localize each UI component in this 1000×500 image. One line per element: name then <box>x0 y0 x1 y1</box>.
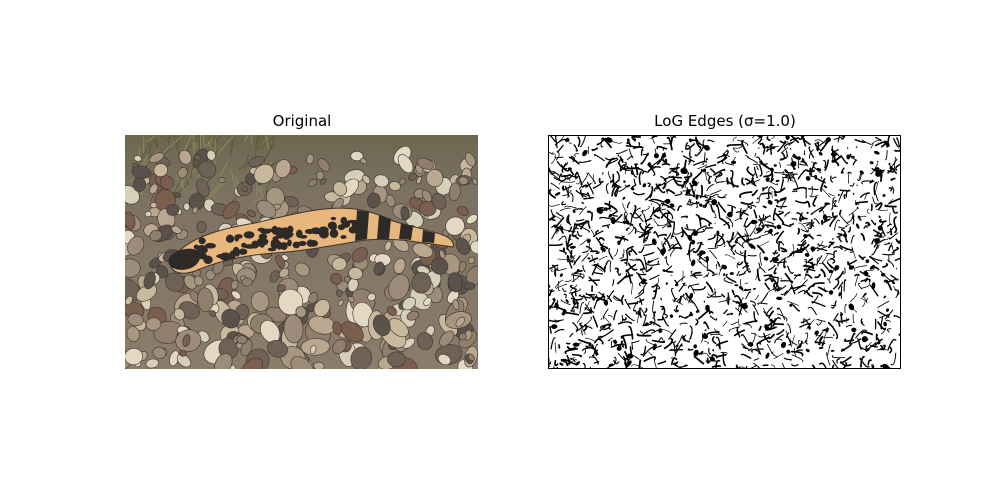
gila-monster-photo <box>125 135 478 369</box>
original-image-panel <box>125 135 478 369</box>
log-edge-map <box>549 136 900 368</box>
gravel-stones <box>125 145 478 369</box>
log-edges-title: LoG Edges (σ=1.0) <box>654 112 796 130</box>
original-title: Original <box>272 112 332 130</box>
lizard <box>168 207 454 274</box>
log-edges-panel <box>548 135 901 369</box>
